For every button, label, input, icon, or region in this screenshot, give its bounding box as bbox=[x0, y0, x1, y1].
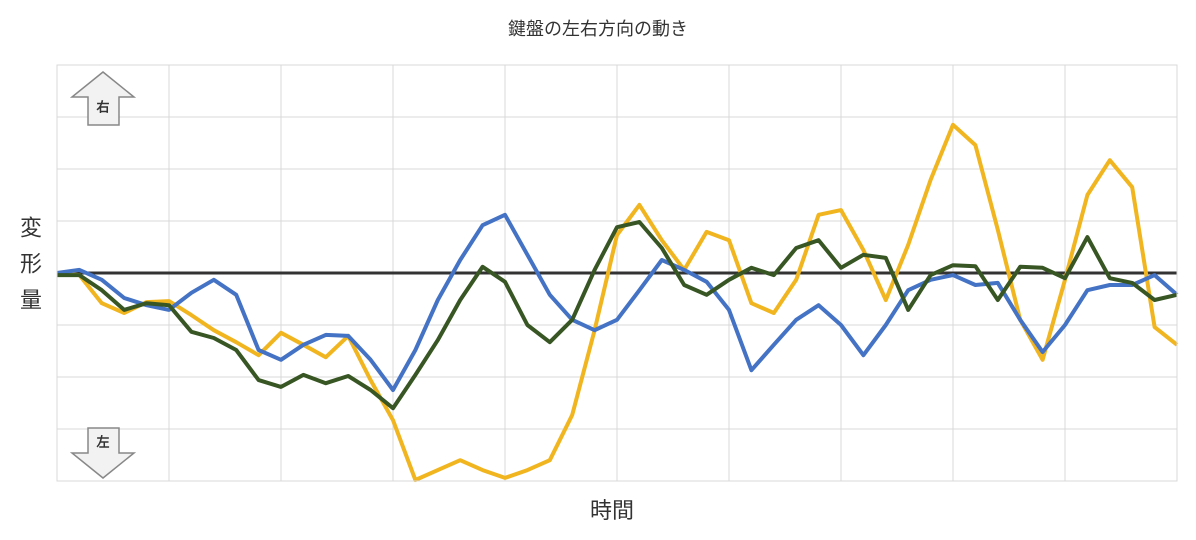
x-axis-label: 時間 bbox=[590, 499, 634, 524]
chart-title: 鍵盤の左右方向の動き bbox=[508, 19, 688, 40]
plot-border bbox=[56, 64, 1178, 482]
series-line bbox=[56, 212, 1179, 392]
series-line bbox=[57, 220, 1178, 411]
annotation: 右 bbox=[95, 100, 109, 116]
down-arrow bbox=[69, 427, 137, 479]
annotation: 左 bbox=[96, 435, 109, 451]
up-arrow bbox=[69, 71, 137, 126]
y-axis-label: 変形量 bbox=[16, 216, 42, 324]
series-line bbox=[56, 122, 1179, 482]
